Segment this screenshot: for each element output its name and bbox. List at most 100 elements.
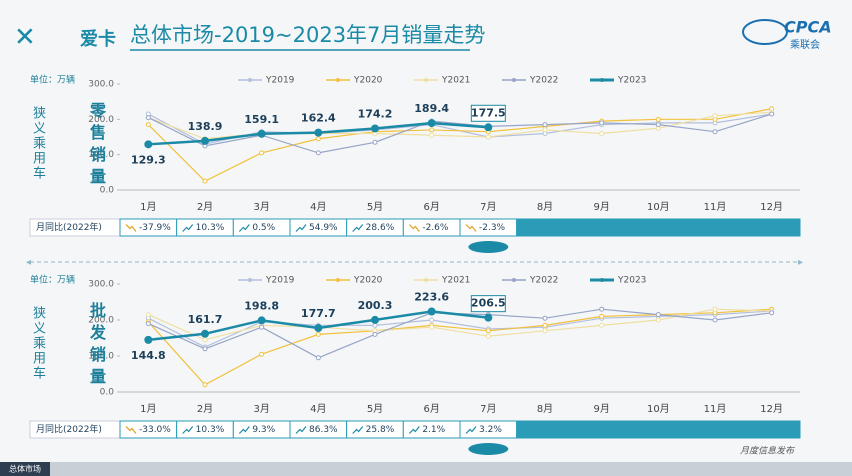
x-tick-label: 6月 xyxy=(423,201,439,213)
point xyxy=(259,351,265,357)
legend-marker xyxy=(248,278,252,282)
x-tick-label: 10月 xyxy=(647,201,670,213)
legend-marker xyxy=(248,78,252,82)
series-line xyxy=(147,108,772,182)
data-label: 159.1 xyxy=(244,113,279,126)
yoy-arrow xyxy=(182,224,194,232)
point xyxy=(257,316,266,325)
yoy-value: -2.6% xyxy=(422,223,449,233)
yoy-cell xyxy=(742,218,801,237)
point xyxy=(315,136,321,142)
yoy-value: 10.3% xyxy=(196,223,225,233)
legend-marker xyxy=(424,278,428,282)
point xyxy=(655,122,661,128)
legend-label: Y2019 xyxy=(265,76,295,86)
yoy-cell xyxy=(686,218,744,237)
yoy-value: 28.6% xyxy=(366,223,395,233)
point xyxy=(712,129,718,135)
point xyxy=(429,317,435,323)
legend-label: Y2021 xyxy=(441,276,470,286)
footer-note: 月度信息发布 xyxy=(740,446,796,457)
point xyxy=(314,128,323,137)
x-tick-label: 11月 xyxy=(704,201,727,213)
footer-tab-label[interactable]: 总体市场 xyxy=(9,464,41,474)
point xyxy=(144,335,153,344)
legend-marker xyxy=(336,278,340,282)
y-tick-label: 300.0 xyxy=(88,80,114,90)
footer-tab[interactable] xyxy=(0,462,50,476)
legend-label: Y2022 xyxy=(529,76,558,86)
yoy-value: 9.3% xyxy=(252,425,275,435)
data-label: 129.3 xyxy=(131,153,166,166)
yoy-value: 3.2% xyxy=(479,425,502,435)
unit-label: 单位：万辆 xyxy=(30,74,75,86)
yoy-arrow xyxy=(238,426,250,434)
x-tick-label: 10月 xyxy=(647,403,670,415)
point xyxy=(145,312,151,318)
point xyxy=(429,127,435,133)
brand-mark: ✕ xyxy=(14,23,36,53)
data-label: 206.5 xyxy=(471,297,506,310)
x-tick-label: 5月 xyxy=(367,201,383,213)
point xyxy=(201,136,209,145)
point xyxy=(315,331,321,337)
divider-arrow-right: ▸ xyxy=(798,257,803,268)
yoy-arrow xyxy=(295,426,307,434)
point xyxy=(599,313,605,319)
label-box xyxy=(470,295,506,313)
logo-ring xyxy=(742,19,788,45)
yoy-cell xyxy=(686,420,744,439)
y-tick-label: 300.0 xyxy=(88,280,114,290)
yoy-cell xyxy=(516,420,574,439)
point xyxy=(485,328,491,334)
point xyxy=(599,120,605,126)
x-tick-label: 2月 xyxy=(197,201,213,213)
yoy-arrow xyxy=(352,224,364,232)
yoy-arrow xyxy=(465,224,477,232)
point xyxy=(542,127,548,133)
legend-marker xyxy=(424,78,428,82)
yoy-cell xyxy=(572,218,631,237)
yoy-header: 月同比(2022年) xyxy=(36,423,102,435)
point xyxy=(145,122,151,128)
x-tick-label: 1月 xyxy=(140,403,156,415)
yoy-cell xyxy=(742,420,801,439)
legend-label: Y2019 xyxy=(265,276,295,286)
point xyxy=(655,317,661,323)
data-label: 177.7 xyxy=(301,307,336,320)
point xyxy=(259,324,265,330)
logo-sub: 乘联会 xyxy=(790,38,820,51)
yoy-cell xyxy=(629,218,688,237)
point xyxy=(201,329,209,338)
x-tick-label: 8月 xyxy=(537,403,553,415)
y-axis-label: 狭义乘用车 xyxy=(30,106,45,181)
point xyxy=(371,315,379,324)
yoy-value: 86.3% xyxy=(309,425,338,435)
yoy-value: 10.3% xyxy=(196,425,225,435)
legend-marker xyxy=(512,78,516,82)
panel-label: 零售销量 xyxy=(87,102,106,190)
point xyxy=(202,346,208,352)
point xyxy=(427,307,436,316)
yoy-arrow xyxy=(465,426,477,434)
data-label: 198.8 xyxy=(244,299,279,312)
legend-label: Y2021 xyxy=(441,76,470,86)
data-label: 177.5 xyxy=(471,106,506,119)
y-tick-label: 100.0 xyxy=(88,352,114,362)
legend-label: Y2023 xyxy=(617,76,646,86)
x-tick-label: 2月 xyxy=(197,403,213,415)
x-tick-label: 9月 xyxy=(593,201,609,213)
point xyxy=(372,322,378,328)
point xyxy=(202,178,208,184)
footer-bar xyxy=(0,462,852,476)
legend-marker xyxy=(512,278,516,282)
point xyxy=(145,115,151,121)
x-tick-label: 9月 xyxy=(593,403,609,415)
label-box xyxy=(470,104,506,122)
brand: 爱卡 xyxy=(80,28,116,50)
series-line xyxy=(148,308,772,359)
point xyxy=(769,111,775,117)
legend-marker xyxy=(600,78,604,82)
